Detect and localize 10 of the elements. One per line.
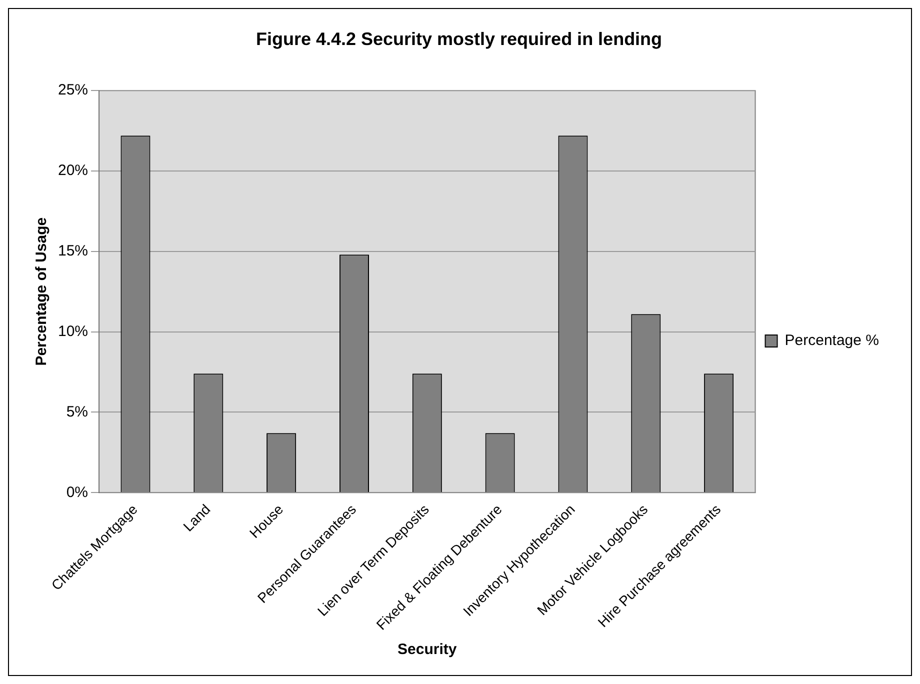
y-tick-label: 0% xyxy=(66,484,88,501)
chart-title: Figure 4.4.2 Security mostly required in lending xyxy=(256,28,662,49)
y-tick-label: 5% xyxy=(66,403,88,420)
y-tick-label: 15% xyxy=(58,242,88,260)
y-tick-label: 25% xyxy=(58,82,88,99)
y-tick-label: 20% xyxy=(58,162,88,180)
y-axis-title: Percentage of Usage xyxy=(33,217,50,366)
legend-label: Percentage % xyxy=(784,332,880,350)
x-axis-title: Security xyxy=(398,641,458,658)
y-tick-label: 10% xyxy=(58,322,88,340)
